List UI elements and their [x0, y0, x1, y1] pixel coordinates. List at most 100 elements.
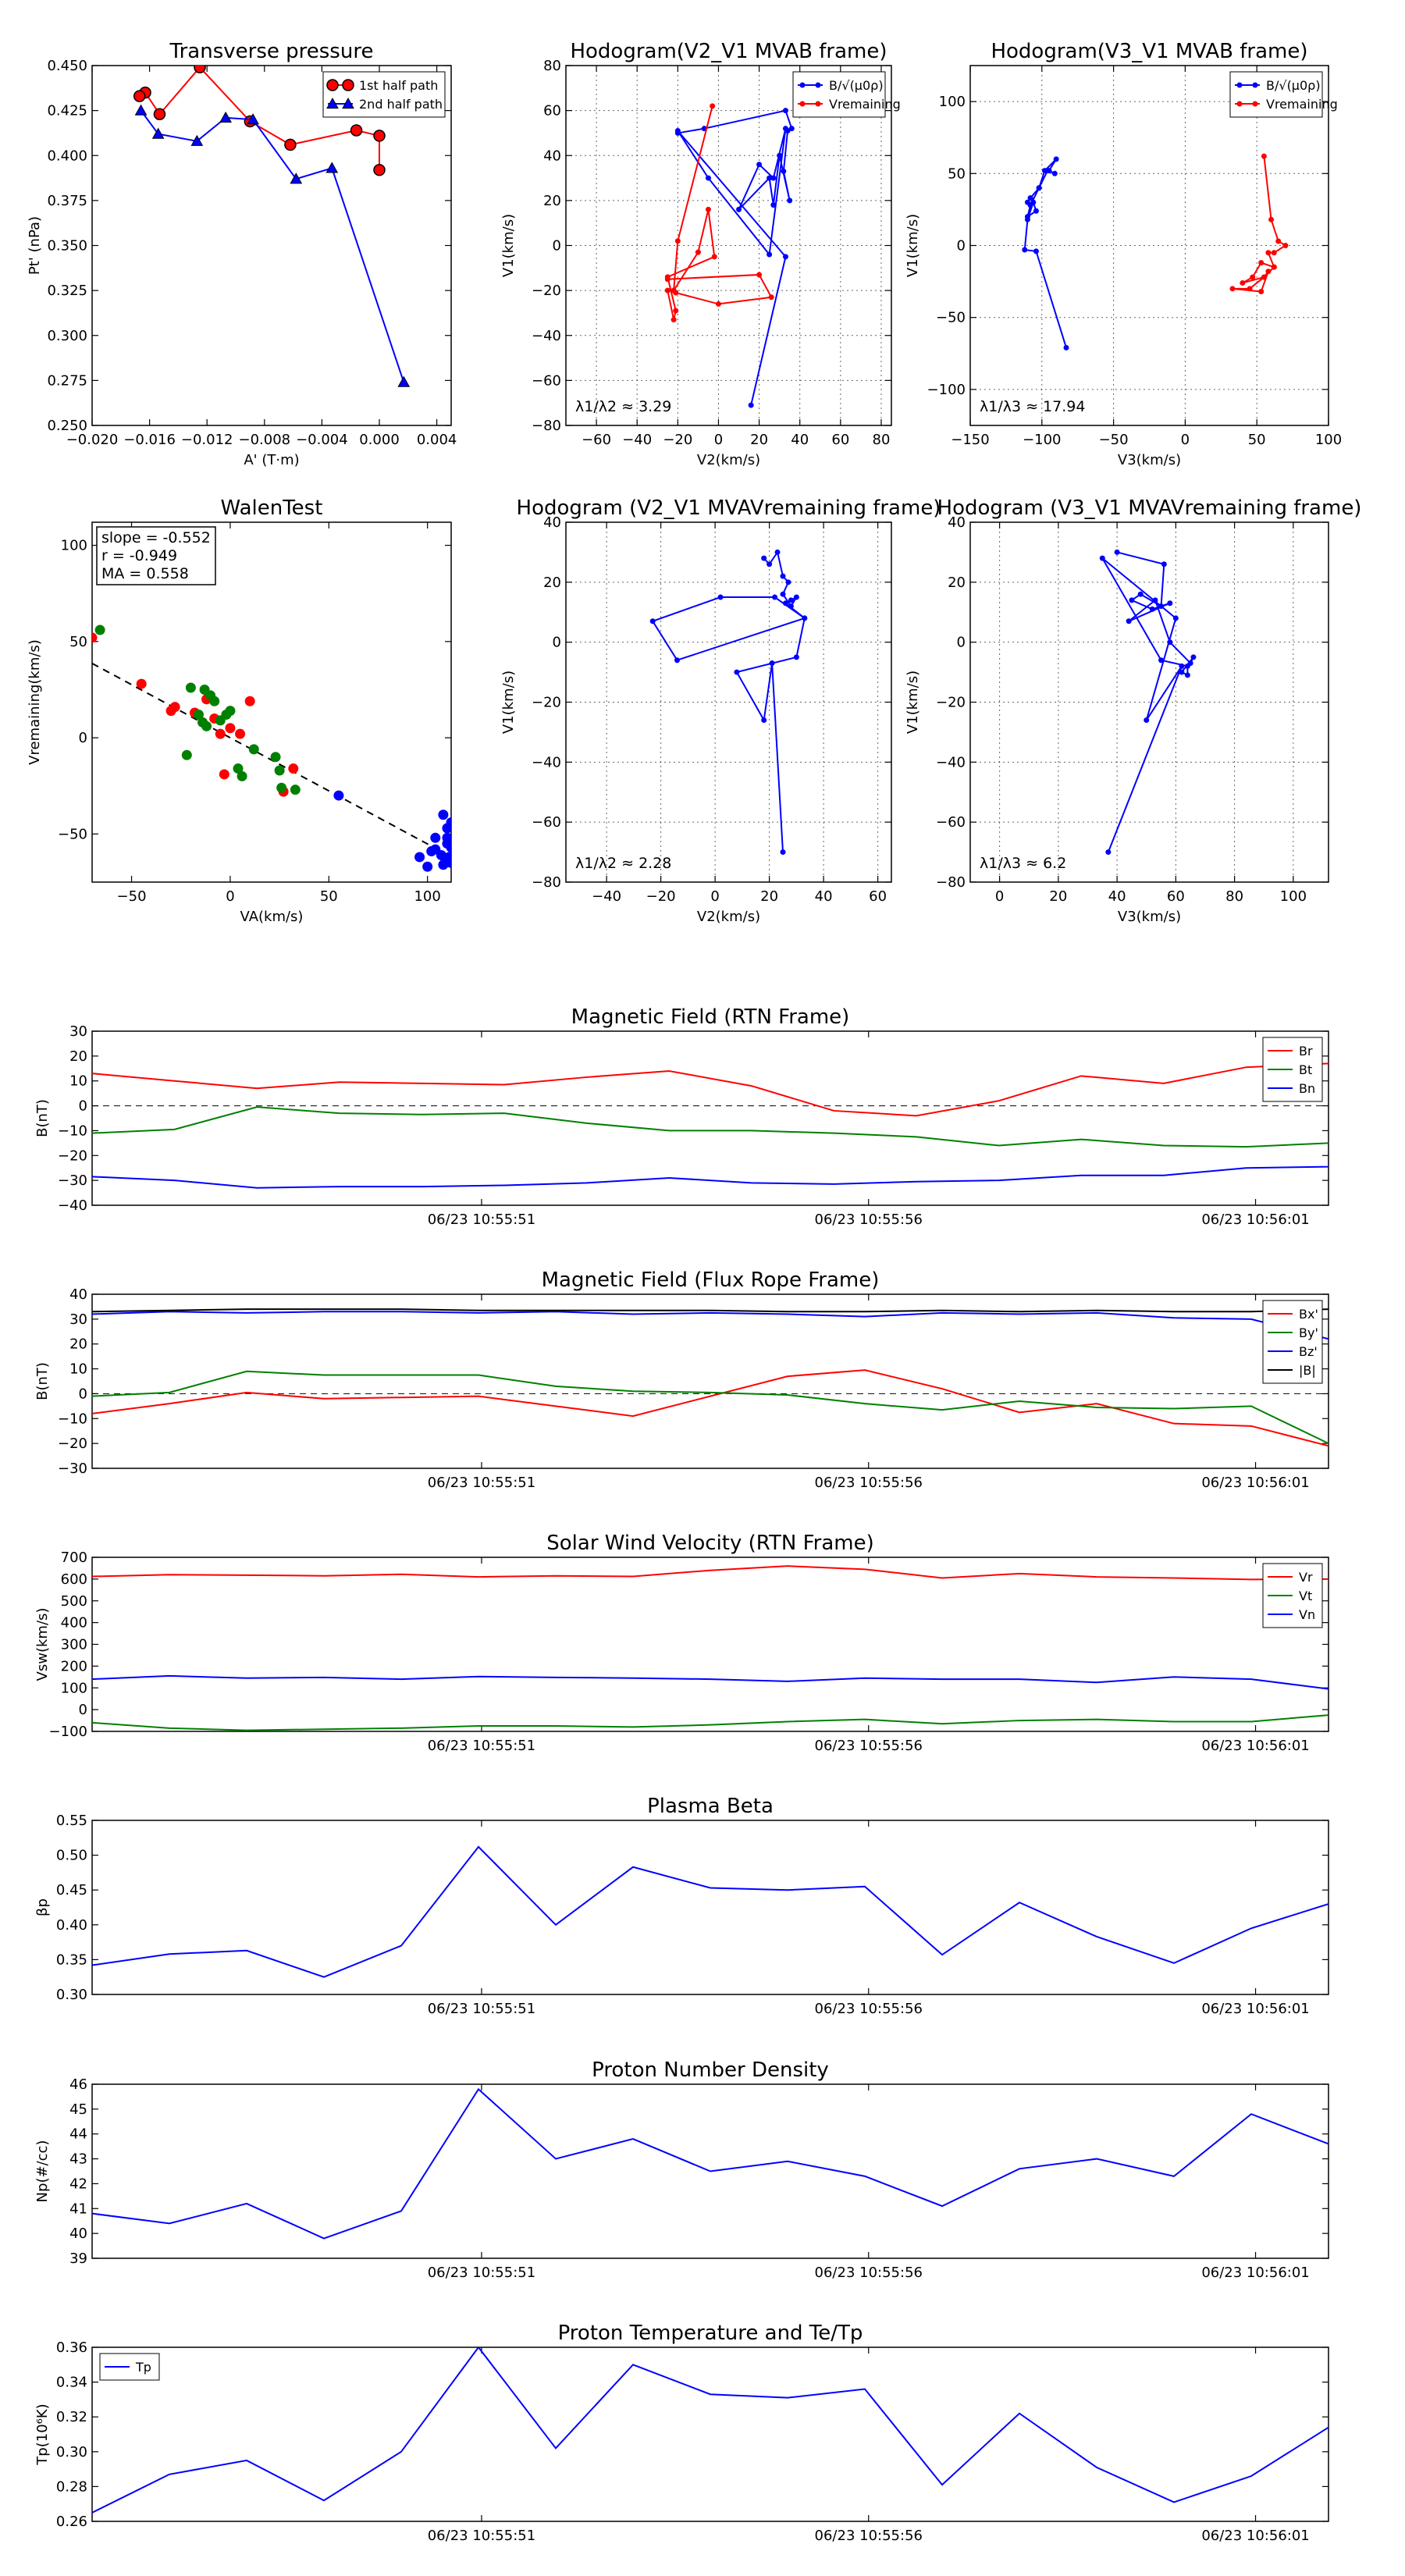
data-point: [1184, 672, 1190, 678]
x-tick-label: 60: [831, 432, 849, 448]
chart-title: Solar Wind Velocity (RTN Frame): [546, 1532, 873, 1555]
plot-frame: [91, 2347, 1329, 2522]
data-point: [438, 859, 449, 870]
x-tick-label: 20: [760, 888, 778, 905]
stats-frame: [96, 526, 216, 585]
x-axis-label: V2(km/s): [697, 452, 760, 468]
data-point: [219, 769, 229, 780]
y-tick-label: 20: [69, 1048, 87, 1065]
data-point: [780, 591, 786, 597]
x-axis-label: V3(km/s): [1118, 452, 1181, 468]
data-point: [767, 175, 773, 181]
data-point: [756, 162, 763, 168]
data-point: [151, 127, 165, 139]
chart-mag_fluxrope: −30 −20 −10 0 10 20 30 40 06/23 10:55:51 06/23 10…: [34, 1268, 1329, 1491]
y-tick-label: 45: [69, 2101, 87, 2118]
data-point: [1152, 597, 1158, 603]
chart-title: Hodogram (V3_V1 MVAVremaining frame): [937, 496, 1362, 520]
legend-marker: [1252, 82, 1258, 88]
y-tick-label: −20: [936, 695, 966, 711]
data-point: [793, 654, 799, 660]
x-tick-label: 0: [995, 888, 1004, 905]
legend-label-Bx': Bx': [1299, 1307, 1318, 1322]
data-point: [446, 842, 451, 853]
series-line: [92, 1565, 1329, 1581]
data-point: [219, 111, 232, 123]
y-tick-label: 50: [948, 165, 966, 182]
y-tick-label: −20: [532, 283, 561, 299]
data-point: [788, 603, 794, 610]
data-point: [710, 103, 716, 109]
y-tick-label: 0.350: [47, 238, 87, 254]
plot-frame: [91, 521, 452, 883]
legend-label-B/√(μ0ρ): B/√(μ0ρ): [829, 78, 884, 93]
plot-frame: [91, 1557, 1329, 1732]
x-tick-label: −60: [582, 432, 611, 448]
x-tick-label: 100: [1280, 888, 1307, 905]
data-point: [1051, 170, 1058, 176]
x-tick-label: −0.016: [123, 432, 176, 448]
series-line: [92, 1165, 1329, 1189]
x-tick-label: 20: [750, 432, 768, 448]
data-point: [193, 710, 204, 720]
legend: B/√(μ0ρ) Vremaining: [792, 71, 901, 118]
y-tick-label: −20: [58, 1436, 87, 1452]
y-tick-label: −20: [532, 695, 561, 711]
y-tick-label: 0.26: [56, 2514, 87, 2530]
y-tick-label: −100: [927, 382, 966, 398]
y-tick-label: 500: [61, 1593, 87, 1610]
x-tick-label: −40: [622, 432, 652, 448]
y-tick-label: 20: [69, 1336, 87, 1353]
data-point: [438, 809, 449, 820]
y-axis-label: B(nT): [34, 1362, 51, 1400]
data-point: [1024, 216, 1030, 222]
data-point: [1258, 289, 1264, 295]
x-tick-label: −0.008: [238, 432, 290, 448]
x-tick-label: 80: [1225, 888, 1243, 905]
y-tick-label: 41: [69, 2201, 87, 2217]
data-point: [1167, 600, 1173, 607]
data-point: [1027, 195, 1033, 201]
y-tick-label: −30: [58, 1461, 87, 1477]
data-point: [767, 561, 773, 568]
series-line: [140, 110, 405, 382]
plot-frame: [91, 2083, 1329, 2259]
series-line: [1023, 158, 1067, 348]
data-point: [225, 706, 236, 717]
y-tick-label: −10: [58, 1411, 87, 1427]
x-tick-label: −50: [1099, 432, 1129, 448]
y-tick-label: 0.30: [56, 1987, 87, 2003]
data-point: [670, 317, 677, 323]
data-point: [422, 861, 433, 872]
data-point: [787, 197, 793, 204]
legend-marker: [342, 97, 354, 109]
data-point: [793, 594, 799, 600]
y-tick-label: 42: [69, 2176, 87, 2192]
data-point: [674, 128, 681, 134]
data-point: [136, 678, 147, 689]
series-line: [92, 1845, 1329, 1978]
data-point: [674, 657, 680, 664]
chart-sw_velocity: −100 0 100 200 300 400 500 600 700 06/23 10:55:51…: [34, 1532, 1329, 1754]
chart-title: Hodogram(V2_V1 MVAB frame): [570, 40, 887, 63]
x-tick-label: −50: [117, 888, 147, 905]
legend-label-|B|: |B|: [1299, 1363, 1316, 1378]
data-point: [664, 287, 670, 294]
data-layer: [92, 2347, 1329, 2514]
data-point: [235, 728, 246, 739]
data-point: [1247, 286, 1253, 292]
y-tick-label: 0.32: [56, 2409, 87, 2425]
data-point: [248, 744, 259, 755]
series-line: [92, 1370, 1329, 1445]
data-point: [788, 126, 795, 132]
data-point: [209, 696, 220, 706]
y-tick-label: −80: [532, 874, 561, 891]
data-point: [781, 168, 787, 174]
y-tick-label: 100: [939, 94, 966, 110]
y-tick-label: 20: [948, 575, 966, 591]
legend: B/√(μ0ρ) Vremaining: [1229, 71, 1338, 118]
x-tick-label: 06/23 10:55:51: [428, 2528, 535, 2544]
x-tick-label: 80: [873, 432, 891, 448]
legend-label-Vn: Vn: [1299, 1607, 1315, 1622]
y-tick-label: −40: [532, 754, 561, 770]
